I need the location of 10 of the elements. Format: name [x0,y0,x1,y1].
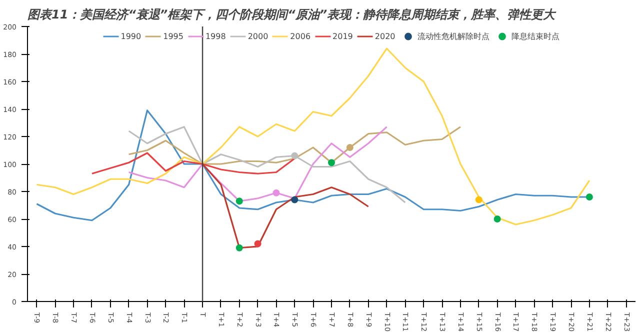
legend-label: 1995 [163,32,184,40]
legend-label: 2019 [332,32,353,40]
legend-label: 降息结束时点 [511,30,560,42]
legend-label: 1998 [205,32,226,40]
legend-label: 2020 [374,32,396,40]
legend-label: 1990 [120,32,142,40]
legend-label: 流动性危机解除时点 [417,30,490,42]
legend-label: 2000 [248,32,268,40]
legend-label: 2006 [290,32,311,40]
chart-title: 图表11：美国经济“衰退”框架下，四个阶段期间“原油”表现：静待降息周期结束，胜率、弹性更大 [28,8,558,22]
